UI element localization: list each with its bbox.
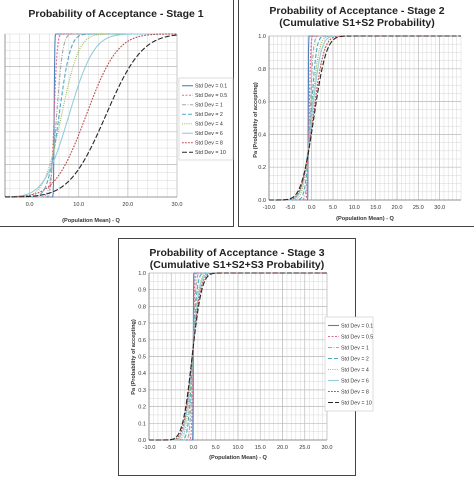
plot-area [4, 33, 178, 198]
y-tick-label: 0.4 [138, 371, 146, 377]
legend-entry-label: Std Dev = 2 [341, 356, 369, 362]
legend-entry-label: Std Dev = 0.1 [341, 323, 373, 329]
chart-svg-stage-3: -10.0 -5.0 0.0 5.0 10.0 15.0 20.0 25.0 30.0 0.0 0.… [131, 271, 374, 461]
x-tick-label: -10.0 [263, 205, 276, 211]
x-tick-label: -5.0 [166, 445, 176, 451]
y-tick-label: 0.9 [138, 288, 146, 294]
chart-title: Probability of Acceptance - Stage 2 [269, 5, 445, 17]
legend-entry-label: Std Dev = 0.5 [195, 93, 227, 99]
series-line-3 [269, 35, 461, 201]
legend-box [324, 316, 374, 412]
legend-entry-label: Std Dev = 6 [341, 378, 369, 384]
y-tick-label: 0.2 [258, 165, 266, 171]
x-tick-label: 5.0 [329, 205, 337, 211]
x-tick-label: 10.0 [73, 202, 84, 208]
legend-entry-label: Std Dev = 4 [341, 367, 369, 373]
chart-panel-stage-2: Probability of Acceptance - Stage 2 (Cum… [238, 0, 474, 227]
series-group [149, 272, 327, 441]
legend-entry-label: Std Dev = 4 [195, 122, 223, 128]
y-axis-title: Pa (Probability of accepting) [253, 82, 259, 158]
x-tick-label: 5.0 [212, 445, 220, 451]
series-line-8 [269, 35, 461, 201]
chart-svg-stage-1: 0.0 10.0 20.0 30.0 (Population Mean) - Q Std … [4, 33, 234, 224]
y-tick-label: 0.6 [138, 338, 146, 344]
chart-panel-stage-3: Probability of Acceptance - Stage 3 (Cum… [118, 238, 374, 476]
series-line-7 [5, 33, 177, 198]
x-tick-label: 0.0 [190, 445, 198, 451]
chart-title: Probability of Acceptance - Stage 1 [28, 8, 204, 20]
series-line-5 [5, 33, 177, 198]
y-tick-label: 1.0 [138, 271, 146, 277]
x-axis-title: (Population Mean) - Q [336, 216, 394, 222]
x-tick-label: 20.0 [122, 202, 133, 208]
x-tick-label: 20.0 [392, 205, 403, 211]
x-tick-label: 20.0 [277, 445, 288, 451]
x-tick-label: 10.0 [233, 445, 244, 451]
legend-entry-label: Std Dev = 0.1 [195, 84, 227, 90]
chart-title: Probability of Acceptance - Stage 3 [149, 247, 325, 259]
x-tick-label: 0.0 [308, 205, 316, 211]
series-group [269, 35, 461, 201]
y-tick-label: 0.0 [138, 438, 146, 444]
x-tick-label: 30.0 [434, 205, 445, 211]
y-tick-label: 0.8 [258, 67, 266, 73]
y-tick-label: 0.2 [138, 405, 146, 411]
legend-entry-label: Std Dev = 1 [195, 103, 223, 109]
y-tick-label: 0.4 [258, 132, 266, 138]
x-tick-label: 15.0 [370, 205, 381, 211]
y-tick-label: 0.6 [258, 100, 266, 106]
y-tick-label: 0.0 [258, 198, 266, 204]
x-tick-label: 0.0 [26, 202, 34, 208]
x-tick-label: 25.0 [413, 205, 424, 211]
legend-entry-label: Std Dev = 8 [195, 141, 223, 147]
plot-area [148, 272, 328, 441]
legend-entry-label: Std Dev = 8 [341, 389, 369, 395]
y-tick-label: 0.3 [138, 388, 146, 394]
y-tick-label: 1.0 [258, 34, 266, 40]
x-tick-label: 25.0 [299, 445, 310, 451]
x-tick-label: 10.0 [349, 205, 360, 211]
y-tick-label: 0.7 [138, 321, 146, 327]
x-tick-label: -10.0 [143, 445, 156, 451]
series-line-6 [5, 33, 177, 198]
series-line-8 [149, 272, 327, 441]
series-line-8 [5, 34, 177, 198]
chart-subtitle: (Cumulative S1+S2+S3 Probability) [149, 259, 325, 271]
legend-entry-label: Std Dev = 10 [195, 150, 226, 156]
series-group [5, 33, 177, 198]
plot-area [268, 35, 462, 201]
x-axis-title: (Population Mean) - Q [62, 218, 120, 224]
legend: Std Dev = 0.1 Std Dev = 0.5 Std Dev = 1 Std… [178, 77, 234, 161]
x-tick-label: 15.0 [255, 445, 266, 451]
x-tick-label: -5.0 [286, 205, 296, 211]
chart-panel-stage-1: Probability of Acceptance - Stage 1 0.0 1… [0, 0, 234, 227]
legend-entry-label: Std Dev = 6 [195, 131, 223, 137]
x-axis-title: (Population Mean) - Q [209, 455, 267, 461]
y-axis-title: Pa (Probability of accepting) [131, 319, 137, 395]
chart-svg-stage-2: -10.0 -5.0 0.0 5.0 10.0 15.0 20.0 25.0 30.0 0.0 0.… [253, 34, 462, 222]
legend-entry-label: Std Dev = 1 [341, 345, 369, 351]
x-tick-label: 30.0 [172, 202, 183, 208]
y-tick-label: 0.1 [138, 421, 146, 427]
chart-subtitle: (Cumulative S1+S2 Probability) [279, 17, 435, 29]
legend-entry-label: Std Dev = 2 [195, 112, 223, 118]
y-tick-label: 0.5 [138, 355, 146, 361]
legend: Std Dev = 0.1 Std Dev = 0.5 Std Dev = 1 Std… [324, 316, 374, 412]
legend-entry-label: Std Dev = 0.5 [341, 334, 373, 340]
legend-entry-label: Std Dev = 10 [341, 400, 372, 406]
legend-box [178, 77, 234, 161]
x-tick-label: 30.0 [322, 445, 333, 451]
y-tick-label: 0.8 [138, 304, 146, 310]
